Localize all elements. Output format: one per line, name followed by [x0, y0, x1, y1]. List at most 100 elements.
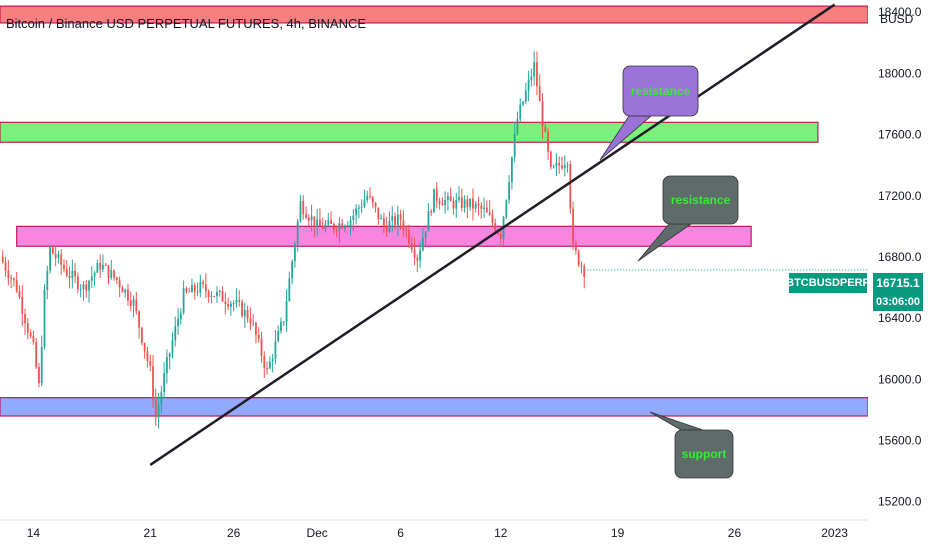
- candle: [24, 314, 26, 324]
- time-tick-label: 26: [227, 526, 241, 540]
- candle: [124, 289, 127, 293]
- candle: [79, 288, 82, 290]
- callout-resistance-top[interactable]: resistance: [599, 65, 699, 161]
- candle: [483, 207, 485, 209]
- candle: [463, 199, 466, 208]
- candle: [538, 86, 541, 102]
- candle: [118, 280, 121, 288]
- time-tick-label: 12: [494, 526, 508, 540]
- candle: [257, 334, 260, 339]
- candle: [129, 300, 132, 306]
- callout-resistance-mid[interactable]: resistance: [637, 175, 739, 262]
- time-tick-label: 19: [611, 526, 625, 540]
- candle: [232, 302, 235, 304]
- candle: [516, 119, 519, 134]
- candle: [102, 264, 104, 270]
- candle: [76, 276, 79, 289]
- candle: [449, 195, 452, 202]
- candle: [138, 311, 141, 328]
- candle: [396, 214, 399, 225]
- candle: [51, 247, 54, 254]
- candle: [7, 270, 10, 279]
- candle: [277, 330, 280, 342]
- candle: [179, 312, 182, 319]
- candle: [252, 322, 255, 324]
- candle: [196, 291, 199, 293]
- candle: [274, 341, 277, 359]
- trendline: [149, 3, 836, 466]
- callouts-layer: resistance resistance support: [599, 65, 739, 479]
- candles-layer: [1, 51, 586, 429]
- candle: [313, 216, 316, 228]
- time-tick-label: 6: [397, 526, 404, 540]
- time-axis[interactable]: 14 21 26 Dec 6 12 19 26 2023: [0, 519, 868, 540]
- candle: [466, 199, 469, 207]
- candle: [241, 301, 243, 317]
- candle: [377, 207, 380, 220]
- candle: [505, 200, 508, 218]
- candle: [65, 269, 68, 276]
- candle: [374, 202, 377, 208]
- candle: [391, 216, 394, 222]
- candle: [227, 304, 230, 307]
- candle: [405, 229, 408, 231]
- candle: [346, 225, 349, 227]
- callout-box: [674, 429, 734, 479]
- callout-box: [662, 175, 739, 225]
- candle: [363, 200, 366, 207]
- candle: [82, 284, 85, 289]
- candle: [260, 338, 263, 357]
- candle: [32, 336, 35, 343]
- candle: [319, 219, 321, 226]
- candle: [561, 165, 563, 169]
- price-axis[interactable]: 18400.0 18000.0 17600.0 17200.0 16800.0 16400…: [868, 0, 932, 520]
- candle: [341, 223, 344, 229]
- candle: [307, 217, 310, 221]
- candle: [268, 361, 271, 369]
- candle: [235, 300, 238, 303]
- price-tick-label: 15600.0: [878, 433, 922, 447]
- candle: [207, 291, 210, 298]
- candle: [157, 404, 160, 418]
- candle: [43, 289, 46, 347]
- candle: [410, 243, 413, 250]
- candle: [310, 216, 313, 221]
- candle: [224, 301, 227, 305]
- candle: [60, 254, 63, 265]
- price-tick-label: 17200.0: [878, 189, 922, 203]
- candle: [154, 399, 157, 418]
- candle: [494, 222, 497, 232]
- candle: [352, 215, 355, 220]
- candle: [332, 223, 335, 230]
- candle: [572, 208, 575, 244]
- candle: [555, 162, 558, 167]
- candle: [15, 280, 18, 292]
- callout-box: [622, 65, 699, 117]
- candle: [191, 285, 193, 293]
- candle: [185, 288, 188, 292]
- candle: [107, 265, 110, 278]
- candle: [399, 214, 402, 220]
- candle: [344, 226, 346, 229]
- candle: [163, 373, 166, 392]
- candle: [255, 323, 257, 335]
- callout-support[interactable]: support: [649, 411, 734, 479]
- countdown-tag: 03:06:00: [873, 292, 923, 311]
- candle: [349, 219, 352, 226]
- currency-label: BUSD: [880, 12, 914, 26]
- candle: [430, 211, 433, 213]
- candle: [444, 199, 447, 206]
- callout-label: support: [682, 447, 727, 461]
- candle: [246, 309, 249, 319]
- candle: [221, 290, 224, 302]
- time-tick-label: 21: [144, 526, 158, 540]
- candle: [249, 318, 252, 323]
- time-tick-label: 26: [728, 526, 742, 540]
- candle: [472, 198, 474, 209]
- candle: [552, 166, 555, 168]
- candle: [140, 327, 143, 343]
- candle: [547, 131, 549, 152]
- candle: [35, 342, 38, 368]
- candle: [285, 301, 288, 322]
